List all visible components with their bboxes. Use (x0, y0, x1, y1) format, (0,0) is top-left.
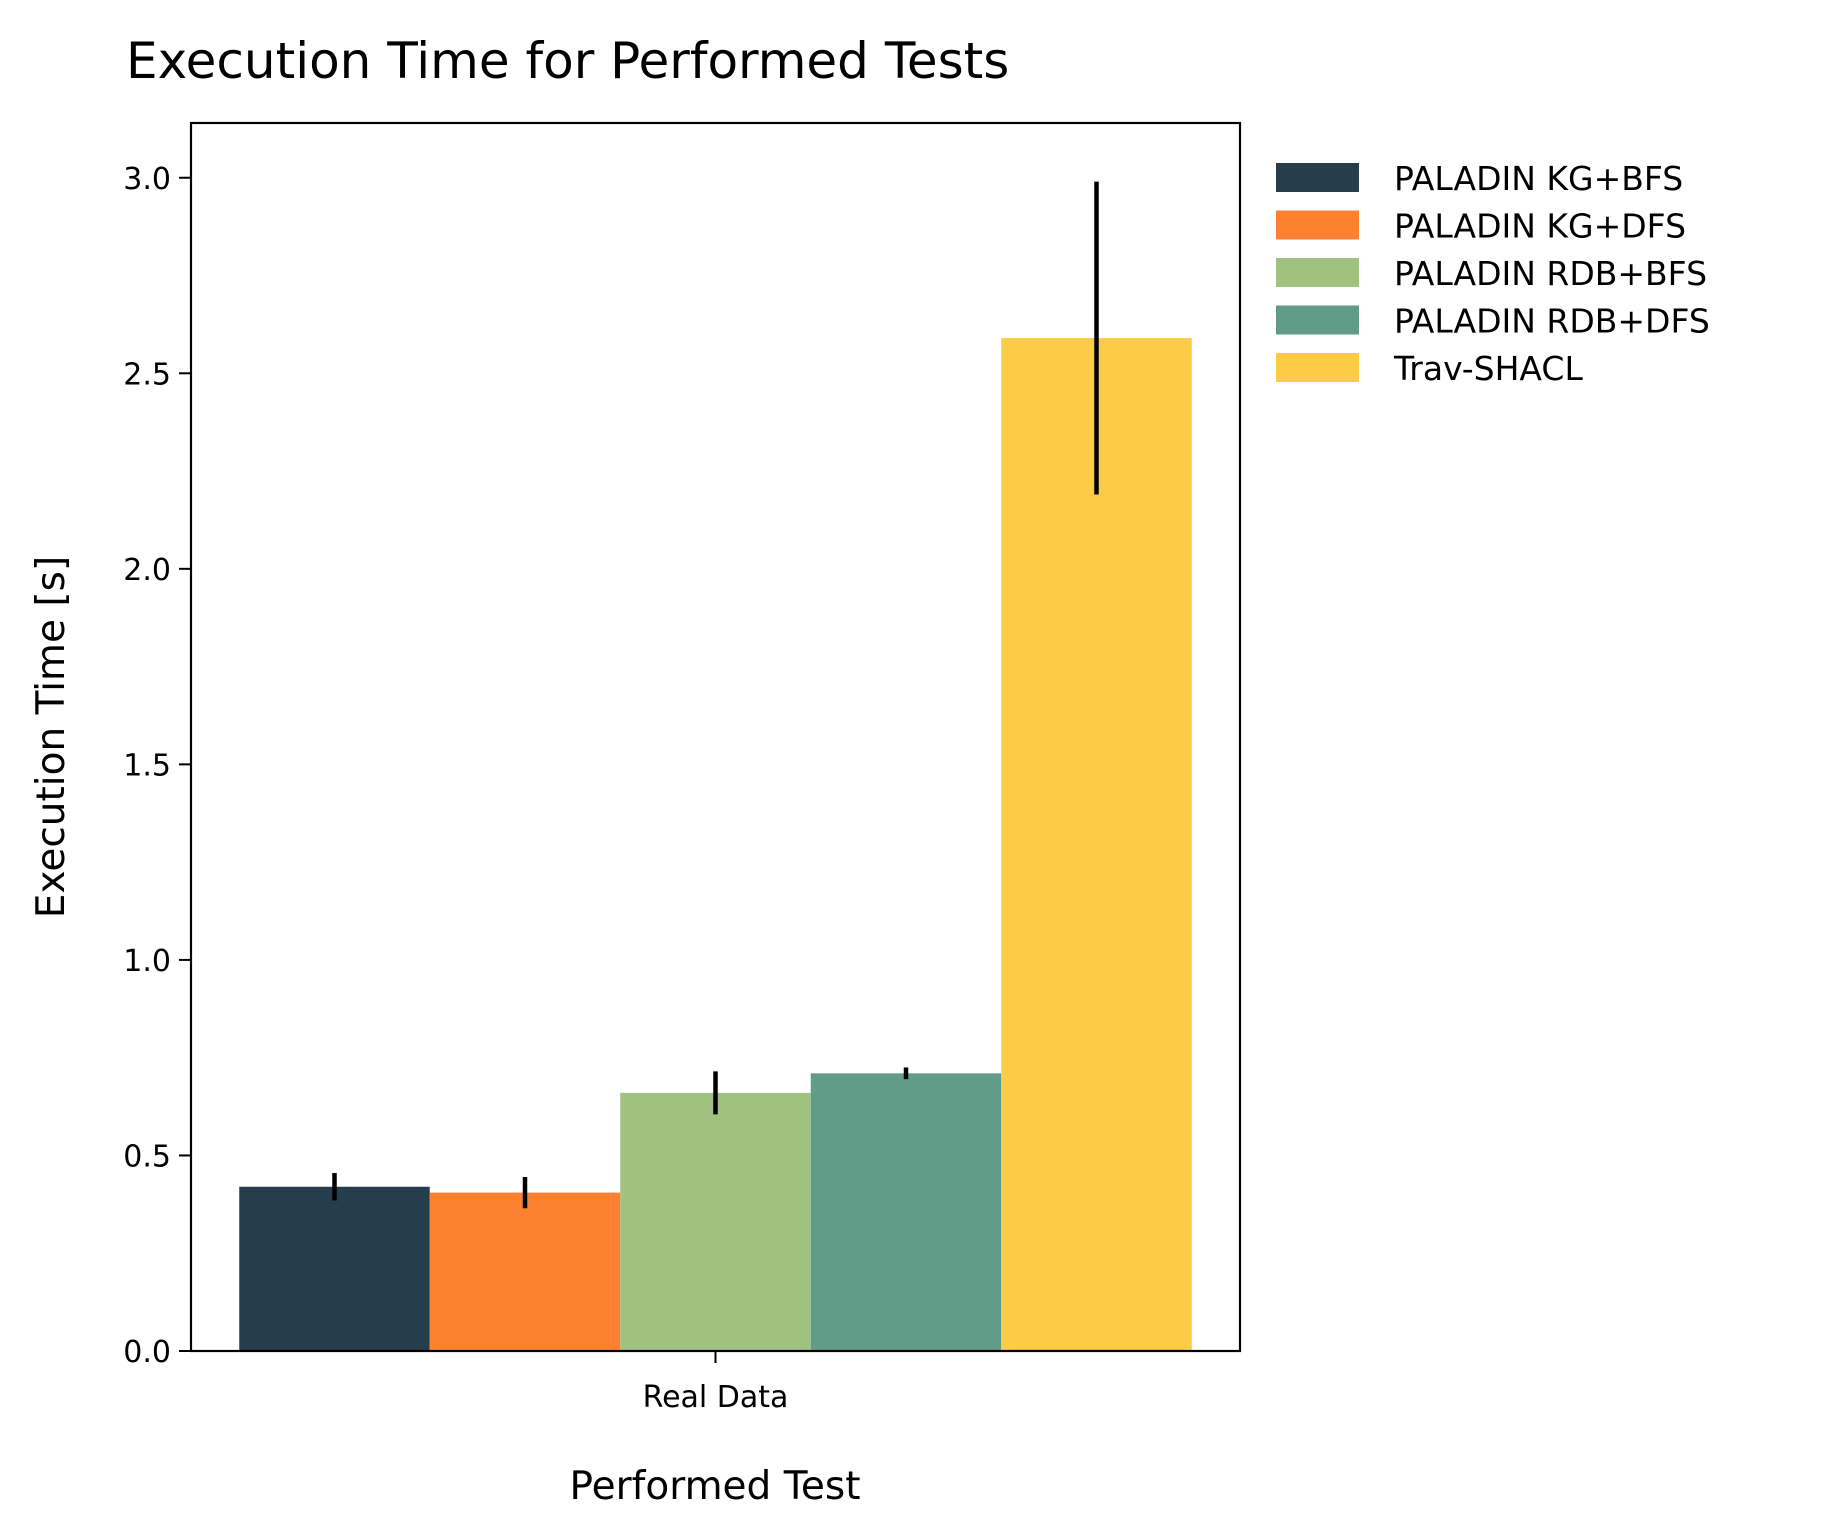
bar-paladin-rdb-dfs (810, 1073, 1002, 1351)
y-tick-label: 0.0 (123, 1335, 171, 1370)
x-axis-label: Performed Test (569, 1464, 860, 1509)
chart-title: Execution Time for Performed Tests (126, 32, 1009, 90)
x-tick-label: Real Data (643, 1380, 789, 1415)
x-axis: Real Data (643, 1351, 789, 1415)
y-tick-label: 1.5 (123, 748, 171, 783)
bar-paladin-kg-dfs (429, 1192, 621, 1351)
legend-swatch (1276, 305, 1359, 335)
legend-label: PALADIN RDB+BFS (1394, 254, 1707, 293)
legend-label: PALADIN KG+BFS (1394, 159, 1683, 198)
y-tick-label: 2.0 (123, 553, 171, 588)
y-tick-label: 2.5 (123, 357, 171, 392)
bars-layer (239, 338, 1192, 1351)
bar-paladin-rdb-bfs (620, 1092, 811, 1351)
legend-swatch (1276, 163, 1359, 192)
y-axis-label: Execution Time [s] (29, 556, 74, 918)
legend-swatch (1276, 353, 1359, 382)
legend: PALADIN KG+BFS PALADIN KG+DFS PALADIN RDB+… (1276, 159, 1710, 388)
bar-paladin-kg-bfs (239, 1186, 430, 1351)
error-bars-layer (332, 181, 1099, 1209)
bar-trav-shacl (1001, 338, 1192, 1351)
legend-label: PALADIN KG+DFS (1394, 207, 1686, 246)
legend-swatch (1276, 210, 1359, 240)
legend-label: Trav-SHACL (1393, 349, 1583, 388)
y-tick-label: 0.5 (123, 1139, 171, 1174)
y-axis: 0.0 0.5 1.0 1.5 2.0 2.5 3.0 (123, 162, 191, 1370)
y-tick-label: 3.0 (123, 162, 171, 197)
legend-label: PALADIN RDB+DFS (1394, 302, 1710, 341)
legend-swatch (1276, 258, 1359, 287)
y-tick-label: 1.0 (123, 944, 171, 979)
